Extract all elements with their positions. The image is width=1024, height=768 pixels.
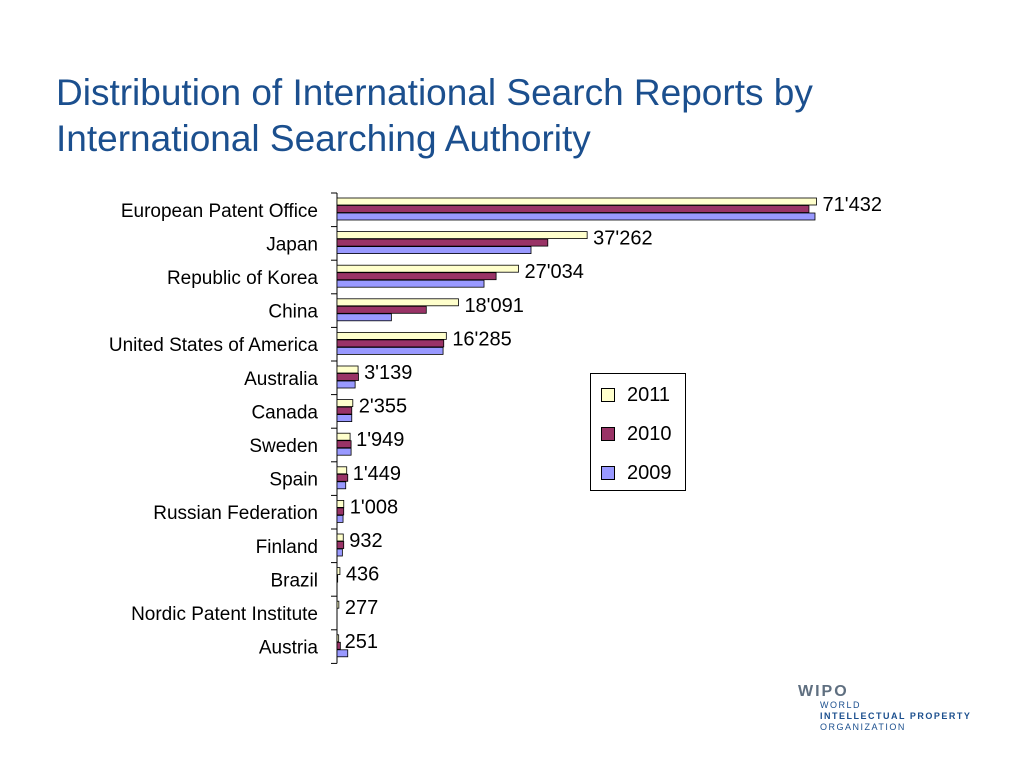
bar-spain-2010 xyxy=(336,473,349,482)
legend-item-2011: 2011 xyxy=(601,382,670,408)
data-label-nordic-patent-institute: 277 xyxy=(345,597,378,619)
bar-china-2009 xyxy=(336,313,392,322)
bar-spain-2009 xyxy=(336,481,347,490)
bar-russian-federation-2011 xyxy=(336,499,345,508)
bar-canada-2010 xyxy=(336,406,353,415)
category-label-austria: Austria xyxy=(259,638,319,659)
legend-swatch-2009 xyxy=(601,466,615,480)
bar-united-states-of-america-2010 xyxy=(336,339,445,348)
bar-china-2011 xyxy=(336,298,459,307)
category-label-china: China xyxy=(268,302,318,323)
bar-australia-2011 xyxy=(336,365,359,374)
category-label-sweden: Sweden xyxy=(249,436,318,457)
legend-item-2010: 2010 xyxy=(601,421,672,447)
bar-republic-of-korea-2010 xyxy=(336,272,497,281)
bar-sweden-2011 xyxy=(336,432,351,441)
bar-russian-federation-2010 xyxy=(336,507,345,516)
category-label-united-states-of-america: United States of America xyxy=(109,335,319,356)
bar-finland-2010 xyxy=(336,541,345,549)
data-label-brazil: 436 xyxy=(346,564,379,586)
wipo-logo-line-1: WORLD xyxy=(820,700,861,710)
bar-spain-2011 xyxy=(336,466,348,475)
legend-item-2009: 2009 xyxy=(601,460,672,486)
category-label-japan: Japan xyxy=(266,234,318,255)
data-label-finland: 932 xyxy=(349,530,382,552)
data-label-canada: 2'355 xyxy=(359,396,407,418)
bar-finland-2011 xyxy=(336,533,344,542)
data-label-sweden: 1'949 xyxy=(356,429,404,451)
bar-sweden-2010 xyxy=(336,440,352,449)
bar-united-states-of-america-2011 xyxy=(336,331,447,340)
wipo-logo-line-3: ORGANIZATION xyxy=(820,722,906,732)
legend-label-2009: 2009 xyxy=(627,461,672,484)
bar-brazil-2010 xyxy=(336,574,339,583)
category-label-australia: Australia xyxy=(244,369,318,390)
bar-japan-2011 xyxy=(336,231,588,240)
legend-swatch-2011 xyxy=(601,388,615,402)
slide-title: Distribution of International Search Rep… xyxy=(56,70,956,162)
legend-label-2010: 2010 xyxy=(627,422,672,445)
category-label-brazil: Brazil xyxy=(270,570,318,591)
chart-legend: 2011 2010 2009 xyxy=(590,373,686,491)
legend-swatch-2010 xyxy=(601,427,615,441)
bar-austria-2009 xyxy=(336,649,349,658)
bar-canada-2011 xyxy=(336,399,354,408)
category-label-spain: Spain xyxy=(269,470,318,491)
bar-sweden-2009 xyxy=(336,447,352,456)
bar-japan-2010 xyxy=(336,238,549,247)
bar-finland-2009 xyxy=(336,548,343,557)
data-label-japan: 37'262 xyxy=(593,228,652,250)
bar-european-patent-office-2010 xyxy=(336,205,810,213)
bar-austria-2010 xyxy=(336,641,341,650)
category-label-canada: Canada xyxy=(251,402,318,423)
slide-title-line-1: Distribution of International Search Rep… xyxy=(56,72,813,113)
slide-title-line-2: International Searching Authority xyxy=(56,118,591,159)
legend-label-2011: 2011 xyxy=(627,383,671,406)
data-label-china: 18'091 xyxy=(464,295,523,317)
bar-republic-of-korea-2009 xyxy=(336,279,485,288)
data-label-united-states-of-america: 16'285 xyxy=(452,328,511,350)
category-label-nordic-patent-institute: Nordic Patent Institute xyxy=(131,604,318,625)
bar-nordic-patent-institute-2011 xyxy=(336,600,340,609)
bar-brazil-2011 xyxy=(336,567,341,575)
category-label-european-patent-office: European Patent Office xyxy=(121,201,318,222)
bar-russian-federation-2009 xyxy=(336,515,344,523)
bar-australia-2010 xyxy=(336,373,359,381)
bar-australia-2009 xyxy=(336,380,356,389)
bar-china-2010 xyxy=(336,305,427,314)
data-label-republic-of-korea: 27'034 xyxy=(524,261,583,283)
category-label-russian-federation: Russian Federation xyxy=(153,503,318,524)
bar-united-states-of-america-2009 xyxy=(336,346,444,355)
wipo-logo: WIPO WORLD INTELLECTUAL PROPERTY ORGANIZ… xyxy=(798,684,971,733)
wipo-logo-line-2: INTELLECTUAL PROPERTY xyxy=(820,711,972,721)
bar-canada-2009 xyxy=(336,414,353,423)
bar-european-patent-office-2011 xyxy=(336,197,817,206)
data-label-european-patent-office: 71'432 xyxy=(823,194,882,216)
bar-austria-2011 xyxy=(336,634,340,643)
data-label-australia: 3'139 xyxy=(364,362,412,384)
bar-japan-2009 xyxy=(336,246,532,255)
wipo-logo-mark: WIPO xyxy=(798,683,849,700)
data-label-austria: 251 xyxy=(345,631,378,653)
data-label-russian-federation: 1'008 xyxy=(350,496,398,518)
data-label-spain: 1'449 xyxy=(353,463,401,485)
category-label-finland: Finland xyxy=(256,537,318,558)
bar-republic-of-korea-2011 xyxy=(336,264,519,273)
bar-european-patent-office-2009 xyxy=(336,212,816,221)
category-label-republic-of-korea: Republic of Korea xyxy=(167,268,318,289)
